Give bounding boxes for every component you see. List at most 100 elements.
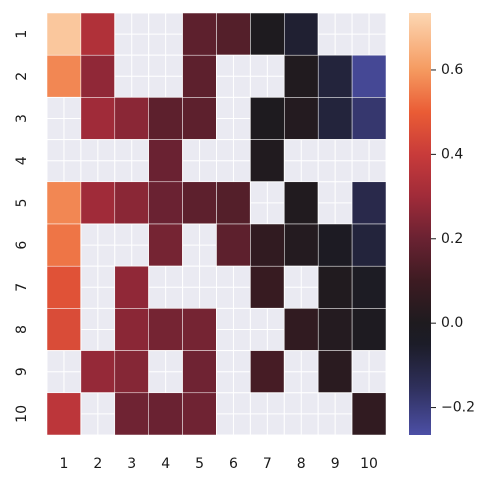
heatmap-cell bbox=[317, 54, 353, 98]
x-tick-label: 4 bbox=[161, 456, 170, 472]
heatmap-cell bbox=[114, 181, 149, 225]
y-axis: 1 2 3 4 5 6 7 8 9 10 bbox=[14, 30, 30, 423]
masked-cell bbox=[114, 139, 150, 183]
heatmap-cell bbox=[284, 12, 319, 56]
heatmap-cell bbox=[46, 181, 82, 225]
masked-cell bbox=[249, 392, 285, 436]
heatmap-cell bbox=[80, 350, 116, 394]
heatmap-cell bbox=[182, 392, 217, 436]
heatmap-cells bbox=[46, 12, 387, 436]
y-tick-label: 1 bbox=[14, 30, 30, 39]
heatmap-cell bbox=[250, 12, 285, 56]
heatmap-cell bbox=[182, 54, 217, 98]
heatmap-cell bbox=[250, 97, 285, 140]
colorbar-tick-label: 0.2 bbox=[441, 231, 463, 247]
masked-cell bbox=[80, 265, 116, 309]
masked-cell bbox=[317, 139, 353, 183]
masked-cell bbox=[80, 139, 116, 183]
heatmap-cell bbox=[284, 181, 319, 225]
heatmap-cell bbox=[46, 54, 82, 98]
masked-cell bbox=[216, 265, 251, 309]
masked-cell bbox=[182, 223, 218, 267]
heatmap-cell bbox=[46, 12, 82, 56]
heatmap-cell bbox=[284, 308, 319, 351]
heatmap-cell bbox=[114, 97, 149, 140]
heatmap-cell bbox=[182, 308, 217, 351]
x-tick-label: 2 bbox=[93, 456, 102, 472]
heatmap-cell bbox=[148, 181, 183, 225]
colorbar-tick-label: 0.0 bbox=[441, 315, 463, 331]
masked-cell bbox=[317, 12, 353, 56]
x-tick-label: 5 bbox=[195, 456, 204, 472]
heatmap-cell bbox=[182, 12, 217, 56]
masked-cell bbox=[182, 265, 218, 309]
masked-cell bbox=[216, 392, 251, 436]
heatmap-cell bbox=[114, 308, 149, 351]
masked-cell bbox=[114, 223, 150, 267]
heatmap-cell bbox=[250, 265, 285, 309]
masked-cell bbox=[216, 307, 251, 352]
masked-cell bbox=[216, 96, 251, 141]
heatmap-cell bbox=[351, 181, 387, 225]
masked-cell bbox=[249, 181, 285, 225]
y-tick-label: 9 bbox=[14, 367, 30, 376]
heatmap-cell bbox=[46, 308, 82, 351]
heatmap-cell bbox=[114, 350, 149, 394]
y-tick-label: 3 bbox=[14, 114, 30, 123]
heatmap-cell bbox=[284, 97, 319, 140]
colorbar-tick-label: 0.4 bbox=[441, 146, 463, 162]
masked-cell bbox=[317, 392, 353, 436]
colorbar: −0.2 0.0 0.2 0.4 0.6 bbox=[409, 13, 475, 435]
x-tick-label: 7 bbox=[263, 456, 272, 472]
heatmap-cell bbox=[182, 181, 217, 225]
x-tick-label: 10 bbox=[360, 456, 378, 472]
masked-cell bbox=[80, 392, 116, 436]
masked-cell bbox=[148, 54, 184, 98]
masked-cell bbox=[80, 307, 116, 352]
y-tick-label: 4 bbox=[14, 156, 30, 165]
heatmap-cell bbox=[148, 97, 183, 140]
heatmap-cell bbox=[216, 12, 251, 56]
x-tick-label: 6 bbox=[229, 456, 238, 472]
y-tick-label: 10 bbox=[14, 405, 30, 423]
masked-cell bbox=[46, 139, 82, 183]
heatmap-cell bbox=[317, 265, 353, 309]
colorbar-tick-label: −0.2 bbox=[441, 400, 475, 416]
masked-cell bbox=[283, 350, 319, 394]
heatmap-cell bbox=[317, 350, 353, 394]
masked-cell bbox=[351, 139, 387, 183]
heatmap-cell bbox=[250, 223, 285, 267]
heatmap-cell bbox=[114, 265, 149, 309]
heatmap-cell bbox=[182, 350, 217, 394]
masked-cell bbox=[249, 307, 285, 352]
masked-cell bbox=[249, 54, 285, 98]
masked-cell bbox=[46, 350, 82, 394]
masked-cell bbox=[216, 139, 251, 183]
heatmap-cell bbox=[284, 223, 319, 267]
heatmap-cell bbox=[317, 97, 353, 140]
masked-cell bbox=[148, 265, 184, 309]
masked-cell bbox=[283, 392, 319, 436]
heatmap-cell bbox=[351, 97, 387, 140]
heatmap-cell bbox=[351, 265, 387, 309]
masked-cell bbox=[216, 350, 251, 394]
y-tick-label: 8 bbox=[14, 325, 30, 334]
x-axis: 1 2 3 4 5 6 7 8 9 10 bbox=[59, 456, 377, 472]
heatmap-cell bbox=[46, 265, 82, 309]
heatmap-cell bbox=[114, 392, 149, 436]
y-tick-label: 6 bbox=[14, 241, 30, 250]
masked-cell bbox=[317, 181, 353, 225]
heatmap-cell bbox=[250, 139, 285, 183]
colorbar-tick-label: 0.6 bbox=[441, 62, 463, 78]
heatmap-cell bbox=[351, 54, 387, 98]
masked-cell bbox=[46, 96, 82, 141]
y-tick-label: 2 bbox=[14, 72, 30, 81]
masked-cell bbox=[148, 12, 184, 56]
masked-cell bbox=[216, 54, 251, 98]
x-tick-label: 8 bbox=[297, 456, 306, 472]
x-tick-label: 3 bbox=[127, 456, 136, 472]
heatmap-cell bbox=[148, 139, 183, 183]
masked-cell bbox=[148, 350, 184, 394]
